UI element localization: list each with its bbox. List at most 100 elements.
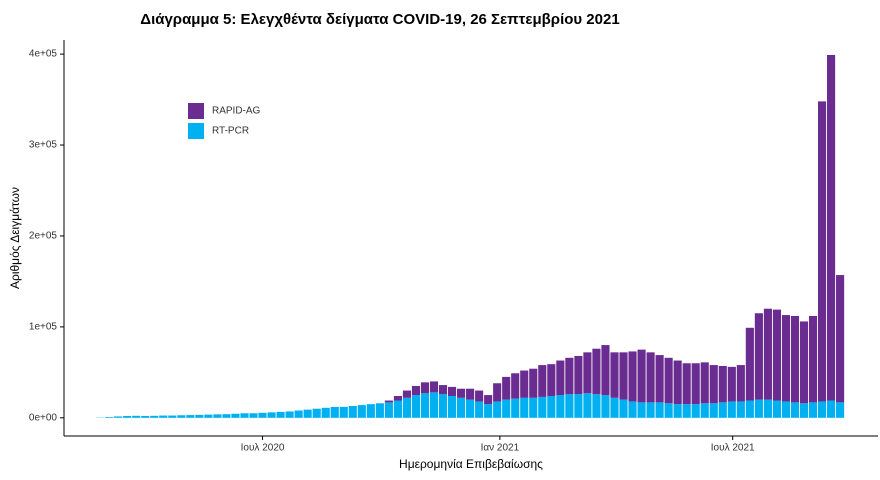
bar bbox=[411, 385, 421, 396]
bar bbox=[718, 402, 727, 418]
bar bbox=[384, 400, 393, 403]
bar bbox=[619, 352, 628, 400]
bar bbox=[556, 395, 565, 418]
bar bbox=[763, 308, 772, 400]
bar bbox=[240, 413, 249, 418]
bar bbox=[375, 403, 384, 418]
bar bbox=[754, 399, 763, 418]
bar bbox=[357, 405, 366, 418]
bar bbox=[781, 401, 791, 418]
y-tick-label: 2e+05 bbox=[29, 231, 58, 242]
bar bbox=[484, 404, 493, 418]
bar bbox=[583, 393, 592, 418]
bar bbox=[366, 404, 375, 418]
legend-label: RT-PCR bbox=[212, 126, 249, 137]
bar bbox=[592, 394, 601, 418]
x-axis-label: Ημερομηνία Επιβεβαίωσης bbox=[399, 457, 543, 471]
bar bbox=[574, 355, 583, 395]
bar bbox=[565, 357, 574, 395]
bar bbox=[547, 395, 556, 418]
bar bbox=[574, 394, 583, 418]
bar bbox=[177, 415, 186, 418]
bar bbox=[511, 373, 520, 399]
bar bbox=[447, 386, 457, 396]
bar bbox=[673, 404, 682, 418]
bar bbox=[222, 414, 231, 418]
bar bbox=[529, 368, 538, 398]
bar bbox=[592, 348, 601, 395]
bar bbox=[736, 401, 745, 418]
bar bbox=[727, 366, 736, 402]
bar bbox=[303, 409, 312, 418]
bar bbox=[420, 382, 430, 394]
bar bbox=[493, 401, 502, 418]
bar bbox=[204, 414, 213, 418]
bar bbox=[664, 357, 673, 404]
bar bbox=[637, 402, 646, 418]
bar bbox=[646, 352, 655, 403]
bar bbox=[438, 394, 448, 418]
bar bbox=[772, 309, 781, 401]
bar bbox=[420, 393, 430, 418]
bar bbox=[475, 401, 484, 418]
bar bbox=[691, 363, 700, 405]
bar bbox=[466, 388, 475, 400]
bar bbox=[565, 394, 574, 418]
y-axis-label: Αριθμός Δειγμάτων bbox=[8, 187, 22, 289]
bar bbox=[411, 395, 421, 418]
bar bbox=[619, 399, 628, 418]
legend-label: RAPID-AG bbox=[212, 106, 261, 117]
bar bbox=[655, 355, 664, 403]
bar bbox=[673, 360, 682, 405]
bar bbox=[502, 399, 511, 418]
bar bbox=[484, 395, 493, 405]
bar bbox=[447, 395, 457, 418]
bar bbox=[817, 101, 827, 402]
bar bbox=[827, 55, 836, 401]
y-tick-label: 0e+00 bbox=[29, 412, 58, 423]
bar bbox=[754, 313, 763, 400]
bar bbox=[538, 396, 547, 418]
bar bbox=[249, 413, 258, 418]
bar bbox=[132, 415, 141, 418]
legend-swatch bbox=[188, 103, 204, 119]
bar bbox=[457, 397, 466, 418]
bar bbox=[493, 383, 502, 402]
bar bbox=[186, 415, 195, 418]
bar bbox=[727, 401, 736, 418]
bar bbox=[529, 397, 538, 418]
bar bbox=[159, 415, 168, 418]
bar bbox=[601, 395, 610, 418]
bar bbox=[321, 407, 330, 418]
bar bbox=[384, 402, 393, 418]
bar bbox=[808, 402, 818, 418]
bar bbox=[438, 385, 448, 395]
bar bbox=[700, 362, 709, 404]
bar bbox=[781, 315, 791, 402]
bar bbox=[790, 402, 800, 418]
bar bbox=[258, 412, 267, 418]
bar bbox=[141, 415, 150, 418]
bar bbox=[393, 395, 402, 401]
bar bbox=[538, 365, 547, 397]
bar bbox=[817, 401, 827, 418]
bar bbox=[475, 390, 484, 402]
bar bbox=[799, 403, 809, 418]
bar bbox=[312, 408, 321, 418]
bar bbox=[610, 352, 619, 398]
bar bbox=[790, 315, 800, 403]
y-tick-label: 4e+05 bbox=[29, 49, 58, 60]
bar bbox=[682, 404, 691, 418]
bar bbox=[628, 401, 637, 418]
bar bbox=[664, 403, 673, 418]
bar bbox=[168, 415, 177, 418]
bar bbox=[105, 417, 114, 418]
bar bbox=[610, 397, 619, 418]
x-tick-label: Ιαν 2021 bbox=[481, 443, 520, 454]
bar bbox=[556, 360, 565, 396]
bar bbox=[123, 415, 132, 418]
bar bbox=[772, 400, 781, 418]
bar bbox=[836, 275, 845, 403]
bar bbox=[520, 370, 529, 398]
